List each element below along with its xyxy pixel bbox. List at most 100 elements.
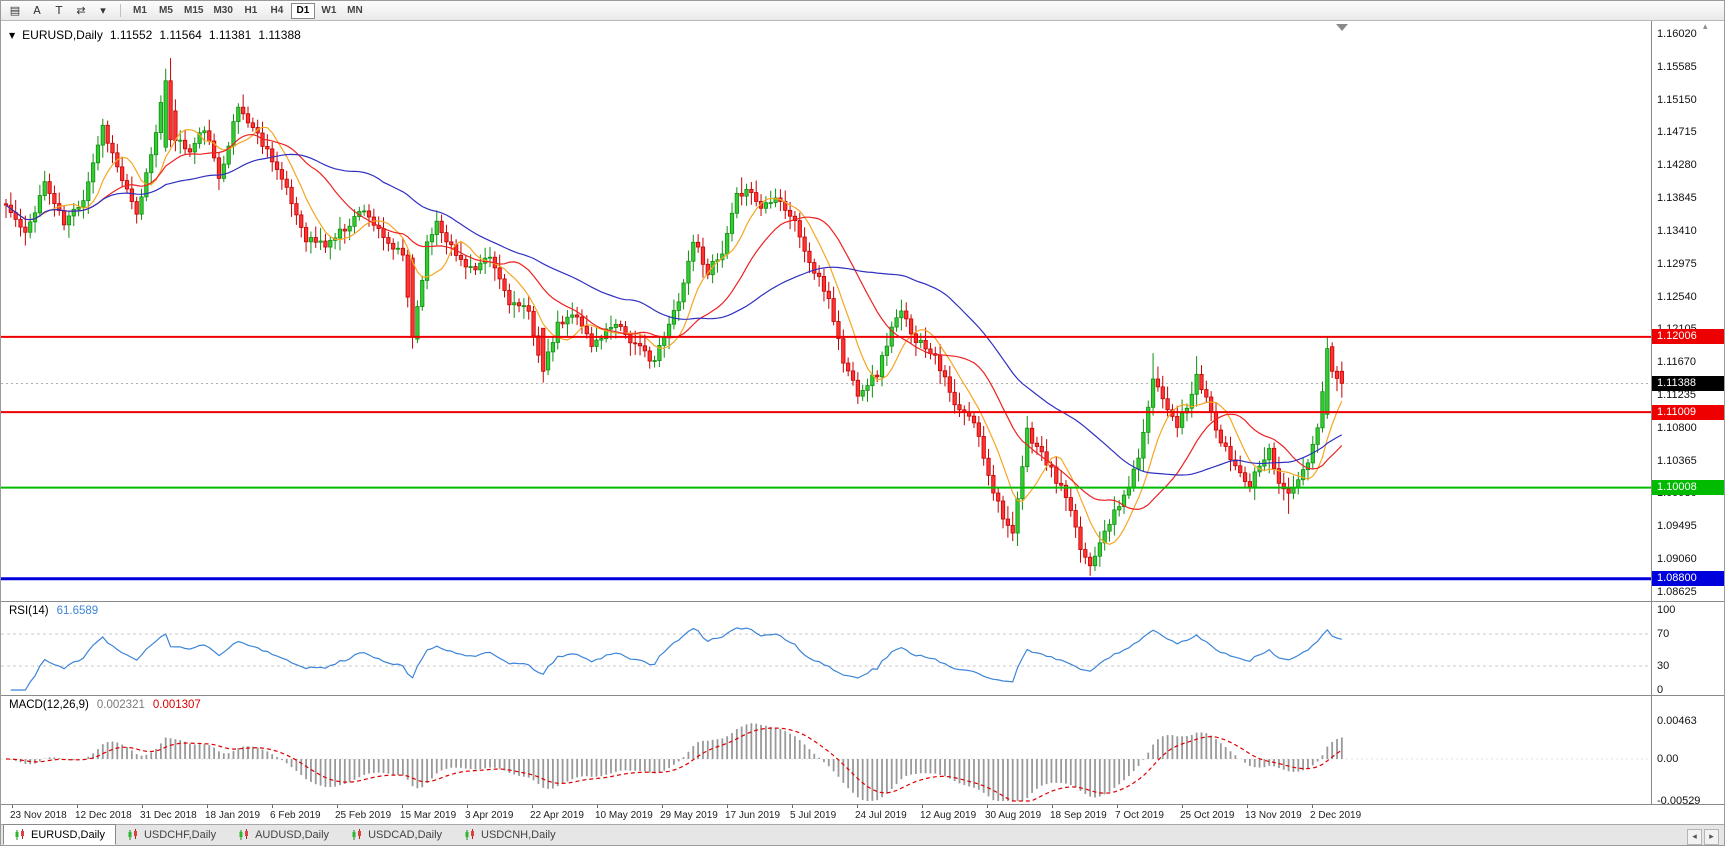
date-label: 10 May 2019 bbox=[595, 810, 653, 821]
date-label: 5 Jul 2019 bbox=[790, 810, 837, 821]
macd-title: MACD(12,26,9) 0.002321 0.001307 bbox=[9, 699, 201, 711]
macd-indicator-panel: MACD(12,26,9) 0.002321 0.001307 bbox=[1, 695, 1724, 804]
tab-USDCNH[interactable]: USDCNH,Daily bbox=[453, 825, 567, 845]
price-axis-separator bbox=[1651, 21, 1652, 804]
quote-open: 1.11552 bbox=[109, 28, 153, 42]
chart-window-icon[interactable]: ▤ bbox=[5, 3, 25, 19]
text-tool[interactable]: T bbox=[49, 3, 69, 19]
date-label: 18 Sep 2019 bbox=[1050, 810, 1107, 821]
chart-icon bbox=[128, 829, 137, 840]
time-tick bbox=[12, 805, 13, 808]
toolbar-separator bbox=[120, 4, 121, 17]
rsi-value: 61.6589 bbox=[56, 605, 99, 617]
time-tick bbox=[727, 805, 728, 808]
date-label: 2 Dec 2019 bbox=[1310, 810, 1362, 821]
dropdown-caret-icon[interactable]: ▾ bbox=[93, 3, 113, 19]
ma-line-8 bbox=[5, 126, 1343, 545]
timeframe-button-MN[interactable]: MN bbox=[343, 3, 367, 19]
chart-tab-bar: EURUSD,Daily USDCHF,Daily AUDUSD,Daily USDC… bbox=[1, 824, 1724, 845]
date-label: 23 Nov 2018 bbox=[10, 810, 67, 821]
time-axis[interactable]: 23 Nov 2018 12 Dec 2018 31 Dec 2018 18 Jan … bbox=[1, 804, 1724, 824]
time-tick bbox=[857, 805, 858, 808]
timeframe-button-D1[interactable]: D1 bbox=[290, 2, 315, 19]
macd-histogram bbox=[9, 723, 1343, 801]
quote-low: 1.11381 bbox=[208, 28, 252, 42]
timeframe-button-M15[interactable]: M15 bbox=[180, 3, 207, 19]
time-tick bbox=[77, 805, 78, 808]
chart-icon bbox=[239, 829, 249, 840]
timeframe-button-W1[interactable]: W1 bbox=[317, 3, 341, 19]
rsi-canvas[interactable] bbox=[1, 602, 1651, 695]
cursor-a-tool[interactable]: A bbox=[27, 3, 47, 19]
time-tick bbox=[1182, 805, 1183, 808]
timeframe-button-M30[interactable]: M30 bbox=[209, 3, 236, 19]
timeframe-group: M1 M5 M15 M30 H1 H4 D1 W1 MN bbox=[128, 2, 367, 19]
time-tick bbox=[662, 805, 663, 808]
candlesticks bbox=[3, 58, 1344, 576]
date-label: 29 May 2019 bbox=[660, 810, 718, 821]
time-tick bbox=[1052, 805, 1053, 808]
tab-scroll-arrows: ◂ ▸ bbox=[1687, 829, 1722, 845]
chart-quote: ▼ EURUSD,Daily 1.11552 1.11564 1.11381 1… bbox=[9, 28, 301, 42]
price-chart-panel: ▼ EURUSD,Daily 1.11552 1.11564 1.11381 1… bbox=[1, 21, 1724, 601]
tab-label: EURUSD,Daily bbox=[31, 828, 105, 841]
date-label: 7 Oct 2019 bbox=[1115, 810, 1164, 821]
time-tick bbox=[467, 805, 468, 808]
tab-label: USDCAD,Daily bbox=[368, 829, 443, 841]
date-label: 17 Jun 2019 bbox=[725, 810, 781, 821]
ma-line-45 bbox=[5, 153, 1343, 476]
time-tick bbox=[792, 805, 793, 808]
main-toolbar: ▤ A T ⇄ ▾ M1 M5 M15 M30 H1 H4 D1 W1 MN bbox=[1, 1, 1724, 21]
chart-icon bbox=[465, 829, 475, 840]
timeframe-button-M1[interactable]: M1 bbox=[128, 3, 152, 19]
rsi-line bbox=[10, 627, 1342, 691]
rsi-name: RSI(14) bbox=[9, 605, 49, 617]
time-tick bbox=[922, 805, 923, 808]
date-label: 6 Feb 2019 bbox=[270, 810, 321, 821]
timeframe-button-H1[interactable]: H1 bbox=[239, 3, 263, 19]
time-tick bbox=[1312, 805, 1313, 808]
time-tick bbox=[1247, 805, 1248, 808]
quote-symbol: EURUSD,Daily bbox=[22, 28, 103, 42]
chart-icon bbox=[352, 829, 362, 840]
tab-EURUSD[interactable]: EURUSD,Daily bbox=[3, 824, 116, 845]
cycle-symbols-icon[interactable]: ⇄ bbox=[71, 3, 91, 19]
date-label: 12 Dec 2018 bbox=[75, 810, 132, 821]
axis-scale-icon: ▴ bbox=[1703, 22, 1708, 32]
date-label: 24 Jul 2019 bbox=[855, 810, 907, 821]
quote-close: 1.11388 bbox=[258, 28, 301, 42]
tab-scroll-left-icon[interactable]: ◂ bbox=[1687, 829, 1702, 845]
tab-scroll-right-icon[interactable]: ▸ bbox=[1704, 829, 1719, 845]
timeframe-button-M5[interactable]: M5 bbox=[154, 3, 178, 19]
date-label: 3 Apr 2019 bbox=[465, 810, 514, 821]
tab-USDCHF[interactable]: USDCHF,Daily bbox=[116, 825, 227, 845]
tab-USDCAD[interactable]: USDCAD,Daily bbox=[340, 825, 453, 845]
tab-AUDUSD[interactable]: AUDUSD,Daily bbox=[227, 825, 340, 845]
time-tick bbox=[987, 805, 988, 808]
tab-label: USDCHF,Daily bbox=[143, 829, 217, 841]
macd-signal-value: 0.001307 bbox=[152, 699, 201, 711]
time-tick bbox=[532, 805, 533, 808]
date-label: 13 Nov 2019 bbox=[1245, 810, 1302, 821]
time-tick bbox=[142, 805, 143, 808]
price-chart-canvas[interactable] bbox=[1, 21, 1651, 601]
collapse-chart-icon[interactable]: ▼ bbox=[9, 30, 16, 40]
chart-icon bbox=[15, 828, 24, 840]
date-label: 25 Feb 2019 bbox=[335, 810, 392, 821]
time-tick bbox=[272, 805, 273, 808]
tool-group: ▤ A T ⇄ ▾ bbox=[5, 3, 113, 19]
macd-canvas[interactable] bbox=[1, 696, 1651, 804]
time-tick bbox=[402, 805, 403, 808]
date-label: 15 Mar 2019 bbox=[400, 810, 457, 821]
time-tick bbox=[207, 805, 208, 808]
chart-shift-marker[interactable] bbox=[1336, 24, 1348, 31]
time-tick bbox=[337, 805, 338, 808]
quote-high: 1.11564 bbox=[159, 28, 202, 42]
timeframe-button-H4[interactable]: H4 bbox=[265, 3, 289, 19]
macd-name: MACD(12,26,9) bbox=[9, 699, 89, 711]
tab-label: USDCNH,Daily bbox=[481, 829, 556, 841]
date-label: 22 Apr 2019 bbox=[530, 810, 584, 821]
date-label: 30 Aug 2019 bbox=[985, 810, 1042, 821]
time-tick bbox=[597, 805, 598, 808]
